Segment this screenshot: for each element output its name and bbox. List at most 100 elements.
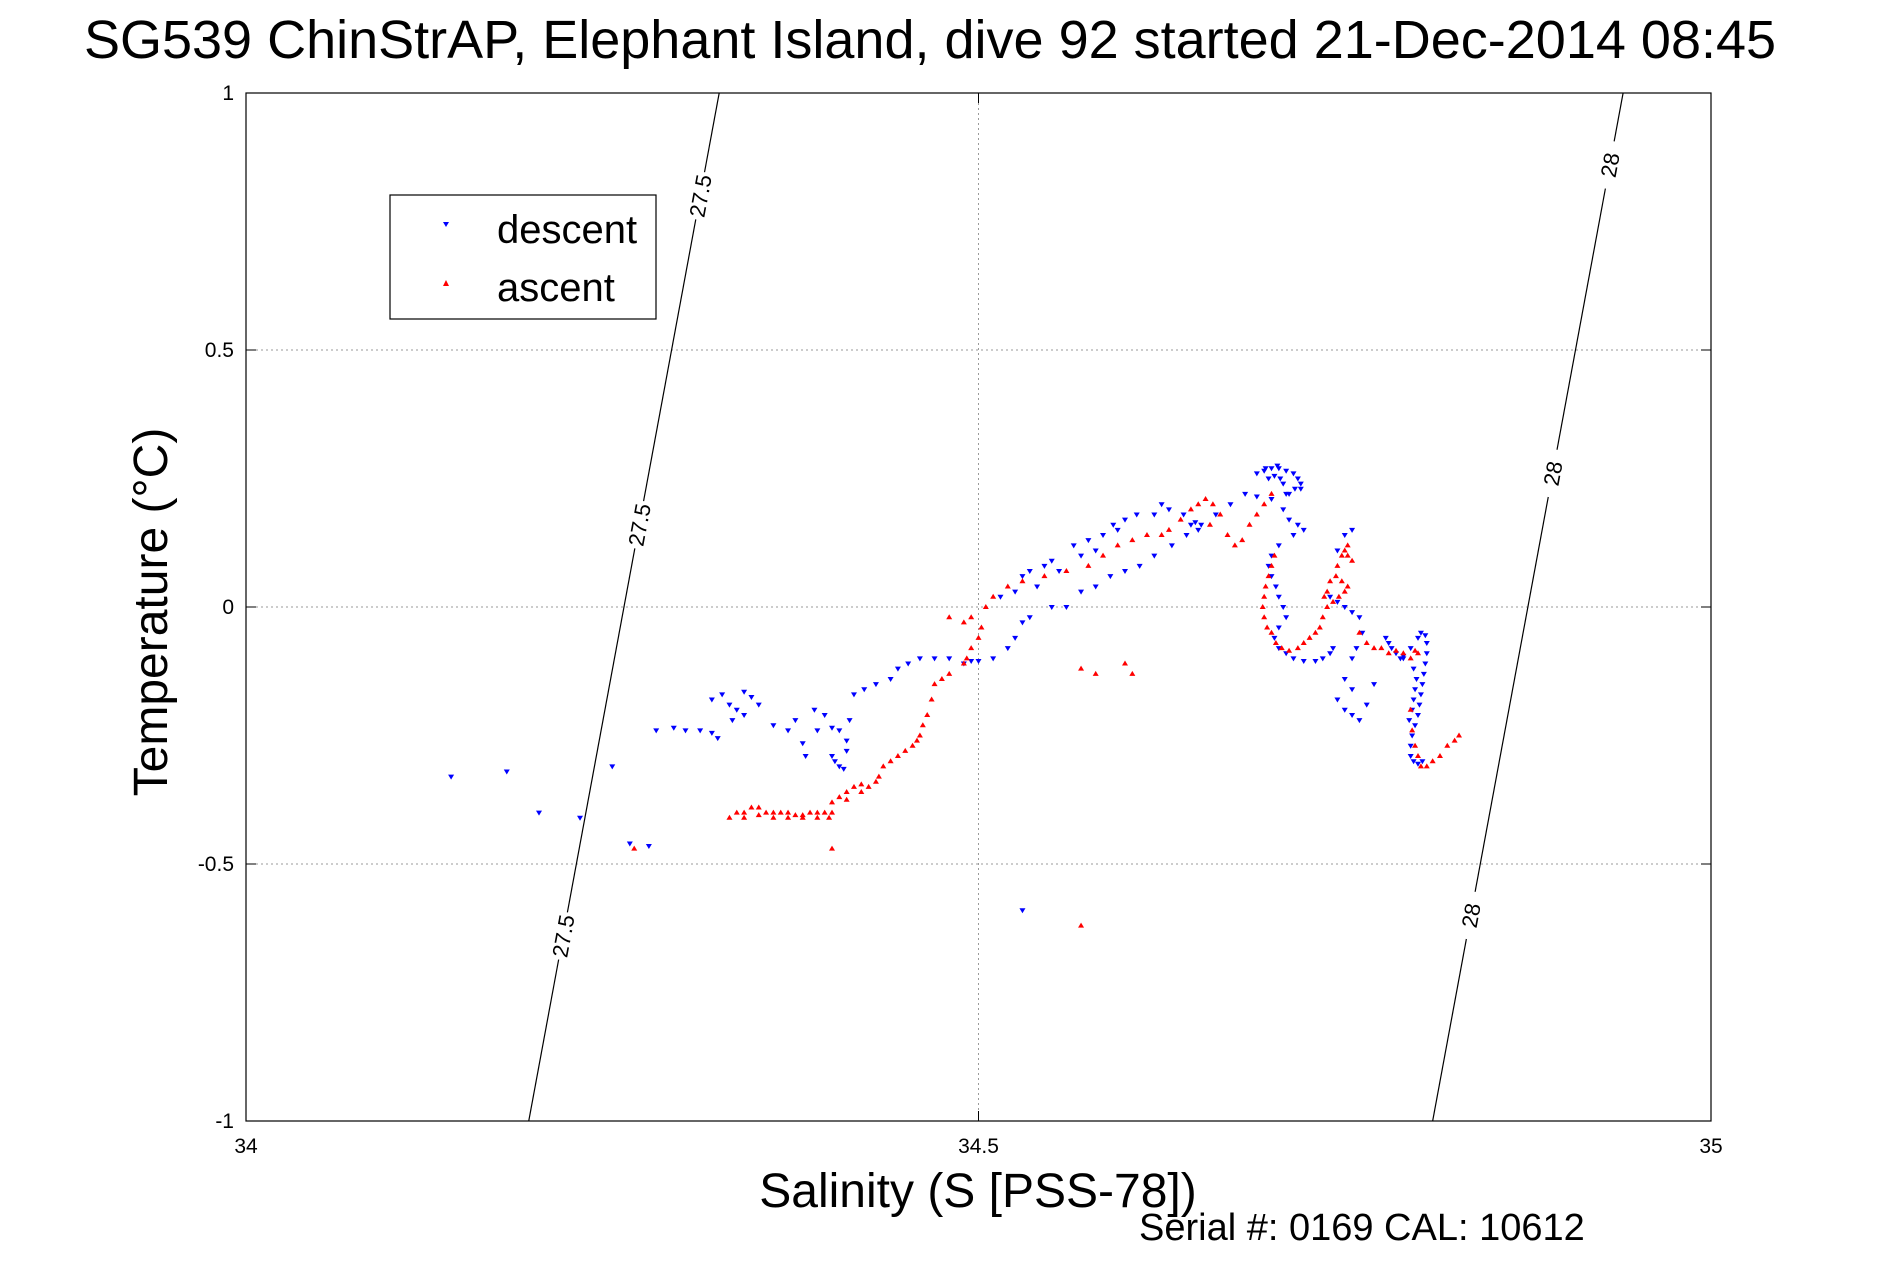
descent-point [799, 741, 806, 747]
ascent-point [1349, 557, 1356, 563]
legend-ascent-label: ascent [497, 266, 615, 310]
ascent-point [1259, 604, 1266, 609]
descent-point [968, 658, 975, 664]
descent-point [1412, 723, 1419, 729]
descent-point [733, 707, 740, 713]
contour-line-27.5 [528, 959, 560, 1122]
descent-point [1268, 574, 1275, 580]
ascent-point [1217, 511, 1224, 517]
descent-point [1349, 527, 1356, 533]
ascent-point [1321, 593, 1328, 599]
descent-point [1165, 507, 1172, 513]
descent-point [1353, 646, 1360, 652]
descent-point [843, 748, 850, 754]
descent-point [726, 702, 733, 708]
contour-line-27.5 [642, 219, 697, 502]
descent-point [1004, 646, 1011, 652]
ascent-point [829, 799, 835, 805]
ascent-point [799, 814, 806, 820]
descent-point [1192, 520, 1199, 526]
descent-point [1272, 584, 1279, 590]
ascent-point [1316, 624, 1323, 630]
ascent-point [1407, 655, 1414, 661]
descent-point [1415, 712, 1421, 718]
descent-point [887, 676, 894, 682]
descent-point [1363, 702, 1370, 708]
descent-point [1026, 615, 1033, 621]
contour-line-27.5 [566, 548, 636, 913]
ascent-point [1341, 547, 1348, 553]
descent-point [1078, 589, 1085, 595]
ascent-point [1262, 583, 1269, 589]
ascent-point [836, 794, 843, 800]
descent-point [577, 815, 584, 821]
contour-line-28 [1556, 188, 1606, 450]
descent-point [1280, 507, 1287, 513]
descent-point [503, 769, 510, 775]
descent-point [1415, 635, 1421, 641]
ascent-point [1224, 532, 1231, 538]
ascent-point [1327, 578, 1334, 584]
contour-line-28 [1432, 938, 1467, 1122]
descent-point [653, 728, 660, 734]
descent-point [836, 764, 843, 770]
descent-point [609, 764, 616, 770]
descent-point [748, 694, 755, 700]
descent-point [1286, 491, 1293, 497]
descent-point [1034, 584, 1041, 590]
descent-point [1085, 538, 1092, 544]
descent-point [1407, 754, 1414, 760]
ascent-point [1444, 742, 1451, 748]
ascent-point [726, 814, 733, 820]
descent-point [1297, 481, 1304, 487]
descent-point [645, 844, 652, 850]
ascent-point [1187, 506, 1194, 512]
ascent-point [799, 812, 806, 818]
descent-point [840, 766, 847, 772]
chart-title: SG539 ChinStrAP, Elephant Island, dive 9… [84, 10, 1776, 70]
descent-point [990, 656, 997, 662]
ascent-point [875, 773, 882, 779]
ascent-point [1265, 573, 1272, 579]
descent-point [1268, 553, 1275, 559]
ascent-point [872, 778, 879, 784]
ascent-point [770, 809, 777, 815]
ascent-point [829, 845, 835, 851]
ascent-point [1261, 614, 1268, 620]
contour-label: 28 [1457, 901, 1486, 930]
descent-point [1341, 605, 1348, 610]
descent-point [1327, 594, 1334, 600]
ascent-point [1041, 573, 1048, 579]
ascent-point [850, 783, 857, 789]
y-tick-label: 0 [222, 596, 234, 619]
legend-ascent-marker [443, 280, 449, 286]
ascent-point [960, 619, 967, 625]
descent-point [1294, 522, 1301, 528]
descent-point [975, 658, 982, 664]
ascent-point [843, 789, 850, 795]
ascent-point [748, 804, 755, 810]
ascent-point [1412, 742, 1419, 748]
descent-point [1253, 494, 1260, 500]
ascent-point [946, 614, 953, 620]
descent-point [1415, 761, 1421, 767]
descent-point [770, 723, 777, 729]
descent-point [1330, 646, 1337, 652]
descent-point [1070, 543, 1077, 549]
descent-point [1280, 481, 1287, 487]
descent-point [1283, 615, 1290, 621]
legend-descent-label: descent [497, 208, 637, 252]
descent-point [1422, 633, 1429, 639]
y-tick-label: -1 [215, 1110, 234, 1133]
descent-point [1319, 656, 1326, 662]
ascent-point [858, 789, 865, 795]
descent-point [1410, 697, 1417, 703]
descent-point [1063, 605, 1070, 610]
ascent-point [960, 660, 967, 666]
descent-point [1271, 635, 1278, 641]
descent-point [1327, 651, 1334, 657]
ascent-point [916, 732, 923, 738]
ascent-point [1239, 537, 1246, 543]
ascent-point [1209, 501, 1216, 507]
descent-point [1242, 491, 1249, 497]
